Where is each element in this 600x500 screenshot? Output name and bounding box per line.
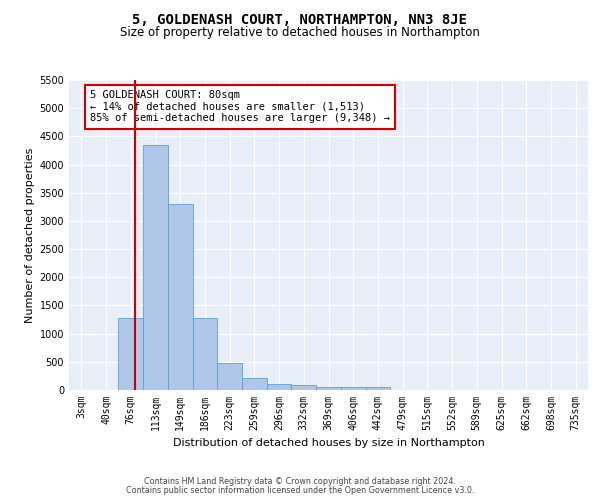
Bar xyxy=(143,145,168,390)
Bar xyxy=(341,387,365,390)
Bar xyxy=(242,378,267,390)
Text: Contains public sector information licensed under the Open Government Licence v3: Contains public sector information licen… xyxy=(126,486,474,495)
Bar xyxy=(168,204,193,390)
Bar xyxy=(292,386,316,390)
Bar xyxy=(365,387,390,390)
Bar xyxy=(267,384,292,390)
Y-axis label: Number of detached properties: Number of detached properties xyxy=(25,148,35,322)
Bar xyxy=(217,363,242,390)
Text: Contains HM Land Registry data © Crown copyright and database right 2024.: Contains HM Land Registry data © Crown c… xyxy=(144,477,456,486)
Text: 5, GOLDENASH COURT, NORTHAMPTON, NN3 8JE: 5, GOLDENASH COURT, NORTHAMPTON, NN3 8JE xyxy=(133,12,467,26)
X-axis label: Distribution of detached houses by size in Northampton: Distribution of detached houses by size … xyxy=(173,438,484,448)
Bar xyxy=(193,318,217,390)
Text: Size of property relative to detached houses in Northampton: Size of property relative to detached ho… xyxy=(120,26,480,39)
Text: 5 GOLDENASH COURT: 80sqm
← 14% of detached houses are smaller (1,513)
85% of sem: 5 GOLDENASH COURT: 80sqm ← 14% of detach… xyxy=(90,90,390,124)
Bar xyxy=(118,318,143,390)
Bar xyxy=(316,387,341,390)
